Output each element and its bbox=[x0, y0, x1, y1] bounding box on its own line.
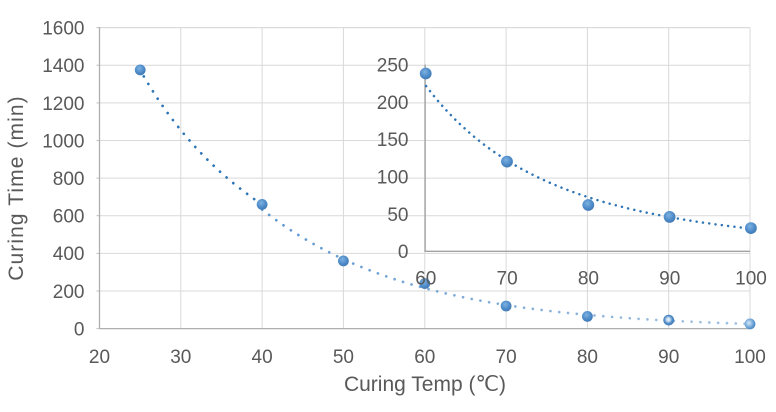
svg-text:60: 60 bbox=[415, 269, 436, 290]
svg-text:1000: 1000 bbox=[42, 131, 84, 152]
svg-text:0: 0 bbox=[398, 242, 409, 263]
svg-text:200: 200 bbox=[53, 282, 85, 303]
svg-text:200: 200 bbox=[377, 93, 409, 114]
svg-text:70: 70 bbox=[496, 347, 517, 368]
svg-text:1200: 1200 bbox=[42, 94, 84, 115]
svg-text:250: 250 bbox=[377, 55, 409, 76]
svg-text:30: 30 bbox=[170, 347, 191, 368]
svg-text:60: 60 bbox=[414, 347, 435, 368]
svg-text:Curing Time (min): Curing Time (min) bbox=[5, 95, 28, 281]
svg-text:150: 150 bbox=[377, 130, 409, 151]
svg-text:0: 0 bbox=[74, 320, 85, 341]
svg-text:80: 80 bbox=[578, 269, 599, 290]
svg-text:1400: 1400 bbox=[42, 56, 84, 77]
svg-text:20: 20 bbox=[89, 347, 110, 368]
svg-text:800: 800 bbox=[53, 169, 85, 190]
svg-text:Curing Temp (℃): Curing Temp (℃) bbox=[344, 373, 506, 396]
svg-text:400: 400 bbox=[53, 244, 85, 265]
svg-text:90: 90 bbox=[658, 347, 679, 368]
svg-text:100: 100 bbox=[735, 269, 767, 290]
svg-text:90: 90 bbox=[659, 269, 680, 290]
svg-text:50: 50 bbox=[333, 347, 354, 368]
svg-text:50: 50 bbox=[387, 205, 408, 226]
svg-text:600: 600 bbox=[53, 207, 85, 228]
svg-text:100: 100 bbox=[377, 168, 409, 189]
svg-text:100: 100 bbox=[734, 347, 766, 368]
svg-text:40: 40 bbox=[252, 347, 273, 368]
svg-text:80: 80 bbox=[577, 347, 598, 368]
svg-text:1600: 1600 bbox=[42, 19, 84, 40]
svg-text:70: 70 bbox=[497, 269, 518, 290]
